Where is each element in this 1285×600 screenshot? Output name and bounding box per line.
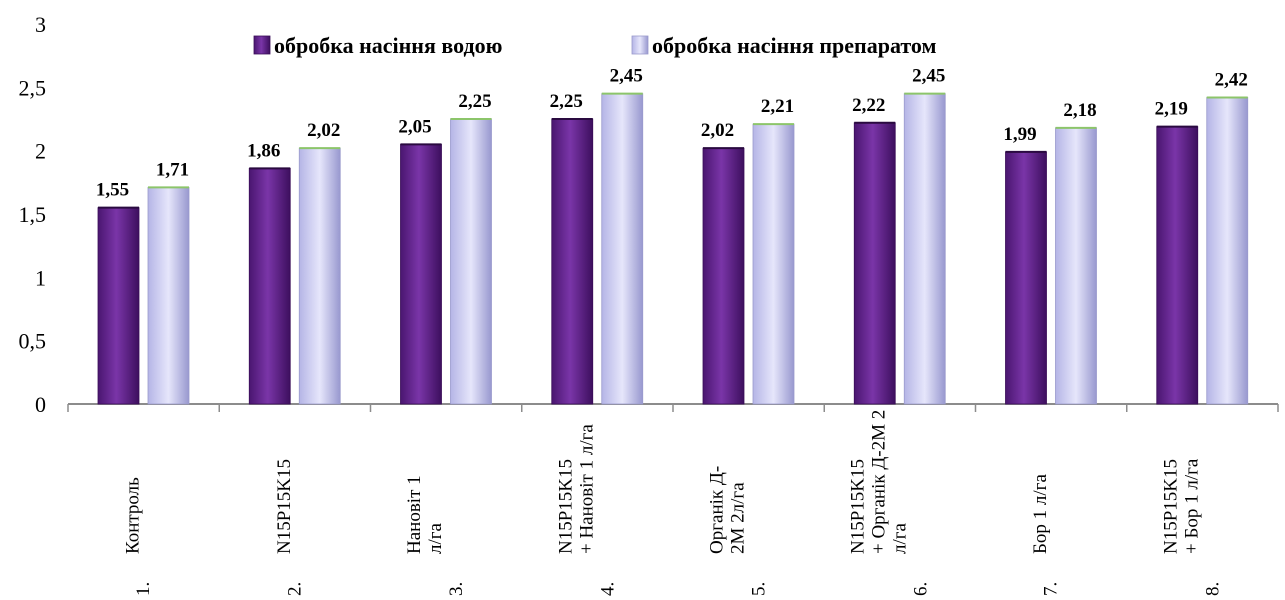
category-label: 1. Контроль	[123, 477, 155, 596]
data-label: 2,02	[307, 120, 340, 141]
bar-water	[1005, 151, 1047, 405]
bar-water	[702, 147, 745, 405]
category-label: 5. Органік Д- 2М 2л/га	[707, 466, 770, 596]
bar-water	[551, 118, 594, 405]
legend-item: обробка насіння препаратом	[631, 33, 937, 58]
y-tick-label: 3	[35, 12, 46, 37]
category-label-line: N15P15K15	[274, 459, 295, 554]
bar-water	[97, 207, 140, 405]
bar-preparation	[903, 93, 946, 405]
legend: обробка насіння водою обробка насіння пре…	[253, 33, 937, 58]
y-tick-label: 2	[35, 139, 46, 164]
category-label-line: 6.	[910, 582, 931, 596]
legend-label: обробка насіння препаратом	[652, 33, 937, 58]
bar-preparation	[1206, 97, 1249, 405]
category-label-line: N15P15K15	[555, 459, 576, 554]
bar-preparation	[601, 93, 644, 405]
category-label-line: 7.	[1041, 582, 1062, 596]
category-label-line: 2.	[284, 582, 305, 596]
category-label: 7. Бор 1 л/га	[1030, 474, 1062, 596]
category-label: 8. N15P15K15 + Бор 1 л/га	[1160, 458, 1223, 596]
data-label: 2,45	[912, 66, 945, 87]
y-axis: 0 0,5 1 1,5 2 2,5 3	[19, 12, 47, 417]
data-label: 2,19	[1155, 99, 1188, 120]
y-tick-label: 1	[35, 265, 46, 290]
data-label: 1,99	[1003, 124, 1036, 145]
legend-swatch	[253, 35, 271, 55]
data-label: 2,42	[1215, 69, 1248, 90]
category-label-line: л/га	[889, 522, 910, 554]
data-label: 1,71	[156, 159, 189, 180]
data-label: 2,21	[761, 96, 794, 117]
legend-item: обробка насіння водою	[253, 33, 502, 58]
data-labels: 1,55 1,86 2,05 2,25 2,02 2,22 1,99 2,19 1,71 2,02…	[96, 66, 1248, 201]
legend-label: обробка насіння водою	[274, 33, 502, 58]
data-label: 2,45	[610, 66, 643, 87]
category-label: 6. N15P15K15 + Органік Д-2М 2 л/га	[847, 410, 931, 596]
bar-preparation	[1055, 127, 1097, 405]
bar-water	[853, 122, 896, 405]
legend-swatch	[631, 35, 649, 55]
category-label-line: Нановіт 1	[404, 475, 425, 554]
bar-water	[248, 167, 291, 405]
category-label: 2. N15P15K15	[274, 459, 306, 596]
data-label: 2,18	[1063, 100, 1096, 121]
y-tick-label: 0	[35, 392, 46, 417]
bar-preparation	[147, 186, 190, 405]
category-label-line: 5.	[749, 582, 770, 596]
category-label-line: 8.	[1202, 582, 1223, 596]
category-label-line: N15P15K15	[847, 459, 868, 554]
category-label-line: л/га	[425, 522, 446, 554]
x-axis	[67, 403, 1279, 412]
data-label: 2,02	[701, 120, 734, 141]
y-tick-label: 0,5	[19, 329, 47, 354]
bar-preparation	[450, 118, 492, 405]
category-label-line: 1.	[133, 582, 154, 596]
category-label: 3. Нановіт 1 л/га	[404, 475, 467, 596]
bar-preparation	[752, 123, 795, 405]
category-label-line: 4.	[597, 582, 618, 596]
data-label: 1,55	[96, 180, 129, 201]
category-label-line: Контроль	[123, 477, 144, 554]
data-label: 1,86	[247, 140, 280, 161]
y-tick-label: 1,5	[19, 202, 47, 227]
category-label-line: N15P15K15	[1160, 459, 1181, 554]
bars	[97, 92, 1249, 405]
category-label-line: + Органік Д-2М 2	[868, 410, 889, 554]
data-label: 2,05	[398, 116, 431, 137]
category-label-line: Органік Д-	[707, 466, 728, 554]
category-label-line: 3.	[446, 582, 467, 596]
category-label-line: + Нановіт 1 л/га	[576, 424, 597, 554]
data-label: 2,25	[550, 91, 583, 112]
data-label: 2,25	[458, 91, 491, 112]
category-label: 4. N15P15K15 + Нановіт 1 л/га	[555, 424, 618, 596]
bar-water	[1156, 126, 1199, 405]
category-label-line: Бор 1 л/га	[1030, 474, 1051, 554]
data-label: 2,22	[852, 95, 885, 116]
y-tick-label: 2,5	[19, 75, 47, 100]
category-label-line: + Бор 1 л/га	[1181, 458, 1202, 554]
bar-preparation	[298, 147, 341, 405]
category-label-line: 2М 2л/га	[728, 482, 749, 554]
bar-water	[400, 143, 442, 405]
